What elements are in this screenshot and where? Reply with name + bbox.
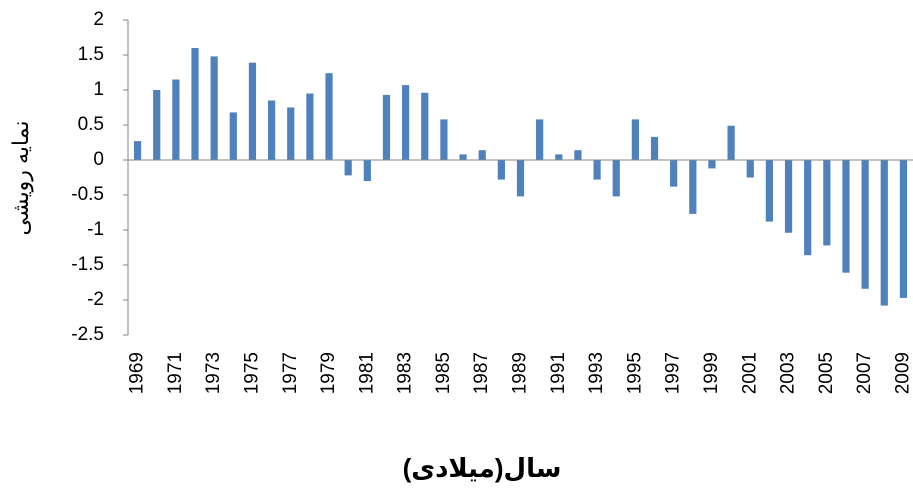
bar xyxy=(287,107,295,160)
bar xyxy=(536,119,544,160)
x-tick-label: 1997 xyxy=(663,352,684,394)
x-tick-label: 1983 xyxy=(395,352,416,394)
x-tick-label: 1977 xyxy=(280,352,301,394)
bar xyxy=(153,90,161,160)
bar xyxy=(555,154,563,160)
x-tick-label: 1979 xyxy=(318,352,339,394)
x-tick-label: 1985 xyxy=(433,352,454,394)
bar xyxy=(459,154,467,160)
y-tick-label: 0 xyxy=(93,149,104,170)
x-tick-label: 1989 xyxy=(510,352,531,394)
x-axis-label: سال(میلادی) xyxy=(403,453,562,483)
bar xyxy=(267,100,276,160)
y-tick-label: 1.5 xyxy=(78,44,104,65)
x-tick-label: 1969 xyxy=(127,352,148,394)
x-tick-label: 2005 xyxy=(816,352,837,394)
bar xyxy=(631,119,639,160)
bar xyxy=(306,93,314,160)
bar xyxy=(784,160,793,233)
bar xyxy=(191,48,199,160)
bar xyxy=(325,73,333,160)
x-tick-label: 1993 xyxy=(586,352,607,394)
bar xyxy=(650,136,659,160)
bar xyxy=(746,160,754,178)
y-axis-label: نمایه رویشی xyxy=(8,121,33,236)
x-tick-label: 1999 xyxy=(701,352,722,394)
x-tick-label: 1973 xyxy=(203,352,224,394)
x-tick-label: 2003 xyxy=(778,352,799,394)
bar xyxy=(670,160,678,187)
x-tick-label: 1995 xyxy=(624,352,645,394)
bar xyxy=(804,160,812,256)
x-tick-label: 2001 xyxy=(739,352,760,394)
y-tick-label: 2 xyxy=(93,9,104,30)
bar xyxy=(880,160,888,306)
bar xyxy=(574,150,582,160)
x-tick-label: 2007 xyxy=(854,352,875,394)
bar xyxy=(382,94,391,160)
bar xyxy=(765,160,774,222)
x-tick-label: 1991 xyxy=(548,352,569,394)
bar xyxy=(248,62,257,161)
bar xyxy=(478,150,486,160)
x-tick-label: 1971 xyxy=(165,352,186,394)
bar xyxy=(708,160,716,169)
y-tick-label: 0.5 xyxy=(78,114,104,135)
bar xyxy=(402,85,410,160)
bar xyxy=(210,56,218,160)
bar xyxy=(497,160,505,180)
bar xyxy=(421,92,429,160)
bar xyxy=(593,160,601,180)
bar xyxy=(363,160,371,181)
bar xyxy=(823,160,831,246)
bar xyxy=(689,160,697,214)
bar xyxy=(899,160,908,298)
x-tick-label: 2009 xyxy=(892,352,913,394)
bar xyxy=(172,79,180,160)
bar xyxy=(133,141,142,160)
bar xyxy=(727,125,735,160)
bar xyxy=(861,160,869,289)
y-tick-label: -1 xyxy=(87,219,104,240)
x-tick-label: 1975 xyxy=(241,352,262,394)
y-tick-label: 1 xyxy=(93,79,104,100)
y-tick-label: -2 xyxy=(87,289,104,310)
x-tick-label: 1987 xyxy=(471,352,492,394)
bar xyxy=(842,160,850,273)
bar xyxy=(612,160,620,197)
y-tick-label: -2.5 xyxy=(71,324,104,345)
bar xyxy=(516,160,525,197)
x-tick-label: 1981 xyxy=(356,352,377,394)
y-tick-label: -0.5 xyxy=(71,184,104,205)
bar xyxy=(229,112,237,160)
y-tick-label: -1.5 xyxy=(71,254,104,275)
bar xyxy=(440,119,448,160)
bar xyxy=(344,160,352,176)
